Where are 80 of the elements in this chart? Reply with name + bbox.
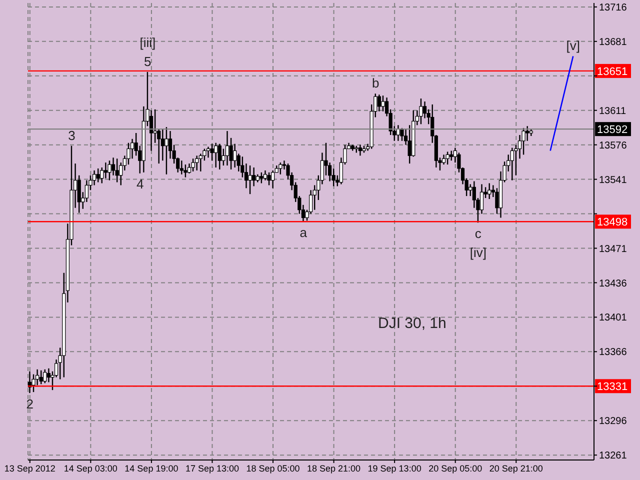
- candlestick: [115, 158, 119, 183]
- annotation: a: [300, 224, 308, 240]
- x-tick-label: 14 Sep 19:00: [124, 463, 178, 474]
- candlestick: [43, 368, 47, 384]
- candlestick: [522, 127, 526, 156]
- y-tick-label: 13576: [599, 140, 628, 152]
- annotation: 4: [136, 176, 144, 192]
- y-tick-label: 13471: [599, 244, 628, 255]
- y-tick-label: 13436: [599, 278, 628, 290]
- candlestick: [218, 143, 222, 170]
- candlestick: [446, 151, 450, 166]
- candlestick: [206, 146, 210, 158]
- y-tick-label: 13366: [599, 347, 628, 358]
- candlestick: [195, 155, 199, 172]
- x-tick-label: 20 Sep 05:00: [428, 463, 482, 474]
- candlestick: [450, 150, 454, 162]
- candlestick: [252, 166, 256, 187]
- candlestick: [100, 166, 104, 184]
- candlestick: [191, 158, 195, 172]
- x-tick-label: 14 Sep 03:00: [64, 463, 118, 474]
- x-tick-label: 19 Sep 13:00: [368, 463, 422, 474]
- candlestick: [104, 162, 108, 179]
- candlestick: [278, 162, 282, 175]
- x-tick-label: 20 Sep 21:00: [489, 463, 543, 474]
- annotation: [iii]: [140, 34, 156, 50]
- candlestick: [210, 143, 214, 162]
- candlestick: [180, 160, 184, 175]
- annotation: 5: [144, 54, 152, 69]
- y-tick-label: 13611: [599, 106, 627, 117]
- candlestick: [396, 124, 400, 142]
- annotation: [iv]: [470, 244, 486, 260]
- candlestick: [468, 184, 472, 197]
- candlestick: [408, 124, 412, 164]
- annotation: 3: [68, 128, 76, 143]
- y-tick-label: 13681: [599, 36, 628, 48]
- y-tick-label: 13296: [599, 416, 628, 428]
- text: DJI 30, 1h: [378, 315, 446, 332]
- candlestick: [358, 144, 362, 156]
- y-tick-label: 13716: [599, 2, 628, 14]
- candlestick: [92, 170, 96, 186]
- candlestick: [260, 172, 264, 184]
- candlestick: [153, 108, 157, 144]
- x-tick-label: 13 Sep 2012: [4, 463, 56, 474]
- y-tick-label: 13401: [599, 312, 628, 324]
- candlestick: [233, 143, 237, 168]
- candlestick: [39, 370, 43, 385]
- candlestick: [225, 130, 230, 166]
- ref-line-label: 13498: [597, 216, 628, 229]
- candlestick: [248, 164, 252, 195]
- candlestick: [510, 147, 514, 181]
- annotation: 2: [26, 396, 34, 412]
- annotation: [v]: [566, 38, 580, 54]
- candlestick: [187, 162, 192, 174]
- candlestick: [96, 168, 100, 183]
- ref-line-label: 13592: [597, 124, 628, 136]
- candlestick: [198, 153, 202, 172]
- candlestick: [263, 170, 268, 181]
- ref-line-label: 13331: [597, 381, 628, 394]
- candlestick: [32, 374, 36, 393]
- y-tick-label: 13261: [599, 450, 628, 462]
- candlestick: [164, 126, 168, 175]
- candlestick: [419, 98, 423, 125]
- candlestick: [184, 164, 188, 178]
- candlestick: [381, 94, 385, 112]
- x-tick-label: 18 Sep 05:00: [246, 463, 300, 474]
- candlestick: [267, 172, 271, 186]
- candlestick: [400, 127, 404, 142]
- candlestick: [271, 170, 275, 189]
- x-tick-label: 18 Sep 21:00: [307, 463, 361, 474]
- ref-line-label: 13651: [597, 66, 628, 78]
- x-tick-label: 17 Sep 13:00: [185, 463, 240, 474]
- candlestick: [160, 128, 164, 162]
- annotation: c: [474, 226, 482, 241]
- candlestick: [214, 142, 218, 168]
- annotation: b: [372, 76, 380, 91]
- candlestick: [108, 160, 112, 181]
- candlestick: [526, 126, 530, 142]
- y-tick-label: 13541: [599, 174, 628, 186]
- candlestick: [377, 94, 381, 112]
- candlestick: [488, 182, 492, 200]
